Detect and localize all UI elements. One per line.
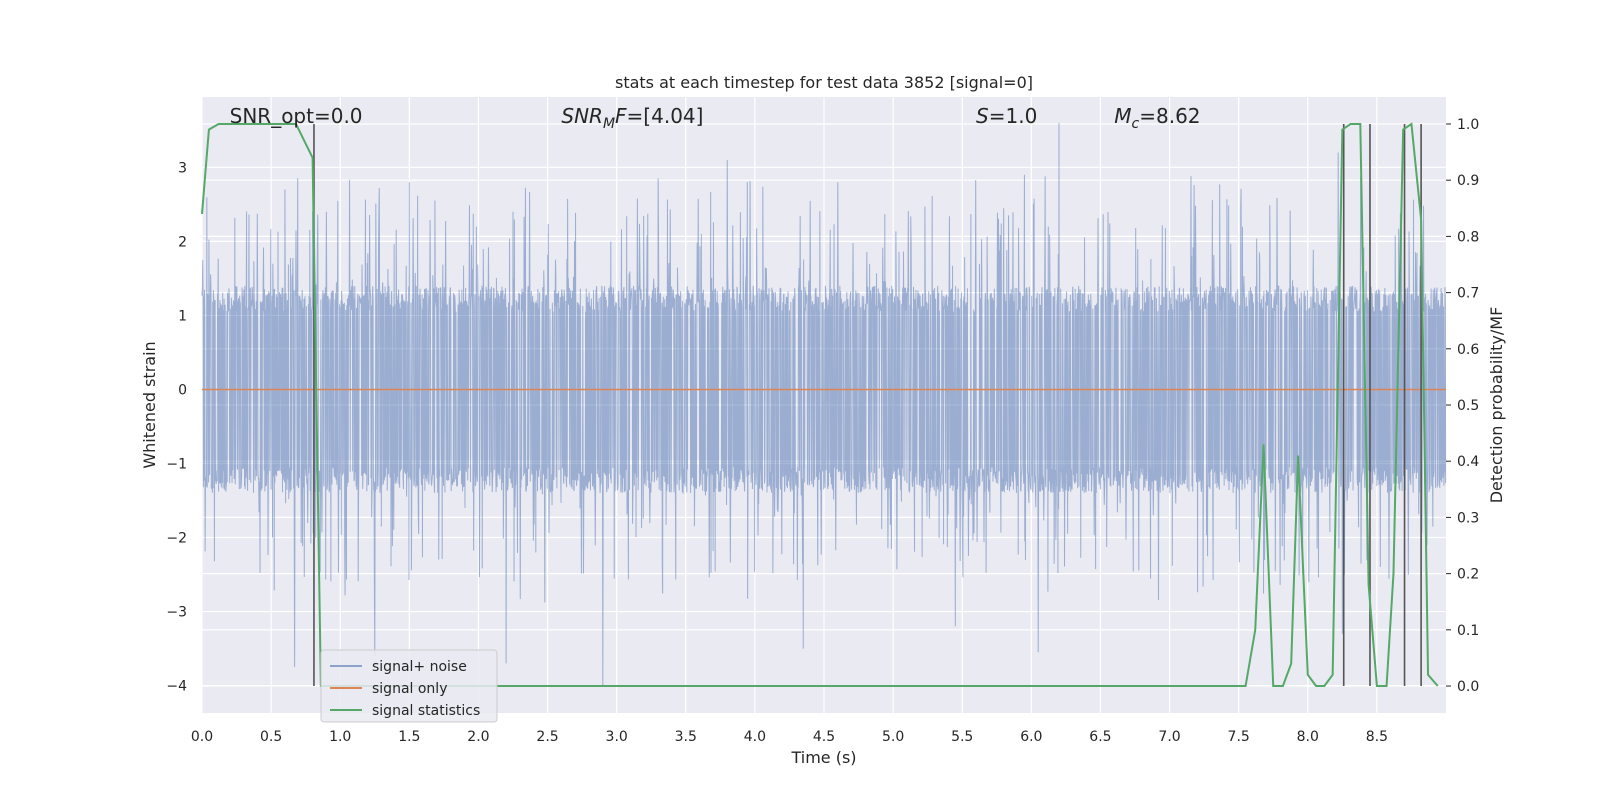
x-tick-label: 1.5 (398, 729, 420, 745)
y-tick-label: −2 (166, 531, 187, 547)
legend-entry: signal+ noise (372, 659, 467, 675)
x-tick-label: 2.0 (467, 729, 489, 745)
y2-tick-label: 1.0 (1457, 117, 1479, 133)
annotation-text: S=1.0 (976, 104, 1037, 128)
y2-tick-label: 0.2 (1457, 567, 1479, 583)
y2-tick-label: 0.4 (1457, 454, 1479, 470)
y-tick-label: 2 (178, 234, 187, 250)
x-tick-label: 2.5 (536, 729, 558, 745)
legend: signal+ noise signal only signal statistic… (320, 649, 498, 723)
x-tick-label: 4.5 (813, 729, 835, 745)
x-tick-label: 0.0 (191, 729, 213, 745)
legend-box (320, 649, 498, 723)
y2-tick-label: 0.7 (1457, 286, 1479, 302)
x-tick-label: 1.0 (329, 729, 351, 745)
y2-axis-ticks: 0.0 0.1 0.2 0.3 0.4 0.5 0.6 0.7 0.8 0.9 1.0 (1446, 117, 1479, 695)
x-tick-label: 7.0 (1158, 729, 1180, 745)
x-tick-label: 5.0 (882, 729, 904, 745)
annotation-text: SNR_opt=0.0 (230, 104, 363, 128)
x-tick-label: 6.5 (1089, 729, 1111, 745)
plot-area (201, 122, 1447, 688)
y-axis-ticks: −4 −3 −2 −1 0 1 2 3 (166, 160, 187, 694)
x-tick-label: 3.0 (606, 729, 628, 745)
x-tick-label: 6.0 (1020, 729, 1042, 745)
y-tick-label: 1 (178, 308, 187, 324)
x-tick-label: 0.5 (260, 729, 282, 745)
y2-tick-label: 0.5 (1457, 398, 1479, 414)
annotation-text: Mc=8.62 (1114, 104, 1200, 132)
x-axis-ticks: 0.0 0.5 1.0 1.5 2.0 2.5 3.0 3.5 4.0 4.5 5.0 5.5 6.0 6… (191, 729, 1388, 745)
y2-tick-label: 0.3 (1457, 510, 1479, 526)
x-axis-label: Time (s) (790, 748, 856, 767)
annotation-text: SNRMF=[4.04] (561, 104, 703, 132)
y-tick-label: 3 (178, 160, 187, 176)
y2-tick-label: 0.8 (1457, 229, 1479, 245)
y2-tick-label: 0.9 (1457, 173, 1479, 189)
chart-title: stats at each timestep for test data 385… (615, 73, 1033, 92)
series-signal-statistics (201, 122, 1439, 688)
annotations: SNR_opt=0.0 SNRMF=[4.04] S=1.0 Mc=8.62 (230, 104, 1201, 132)
y-tick-label: −3 (166, 605, 187, 621)
y-tick-label: −4 (166, 679, 187, 695)
x-tick-label: 8.5 (1366, 729, 1388, 745)
legend-entry: signal only (372, 681, 447, 697)
y2-tick-label: 0.6 (1457, 342, 1479, 358)
series-signal-noise (201, 122, 1447, 686)
x-tick-label: 7.5 (1228, 729, 1250, 745)
y-tick-label: −1 (166, 456, 187, 472)
y-tick-label: 0 (178, 382, 187, 398)
y2-tick-label: 0.1 (1457, 623, 1479, 639)
signal-statistics-line (201, 122, 1439, 688)
y-axis-label: Whitened strain (140, 341, 159, 468)
signal-noise-line (201, 122, 1447, 686)
x-tick-label: 5.5 (951, 729, 973, 745)
y2-axis-label: Detection probability/MF (1487, 307, 1506, 504)
x-tick-label: 4.0 (744, 729, 766, 745)
x-tick-label: 3.5 (675, 729, 697, 745)
legend-entry: signal statistics (372, 703, 480, 719)
y2-tick-label: 0.0 (1457, 679, 1479, 695)
x-tick-label: 8.0 (1297, 729, 1319, 745)
